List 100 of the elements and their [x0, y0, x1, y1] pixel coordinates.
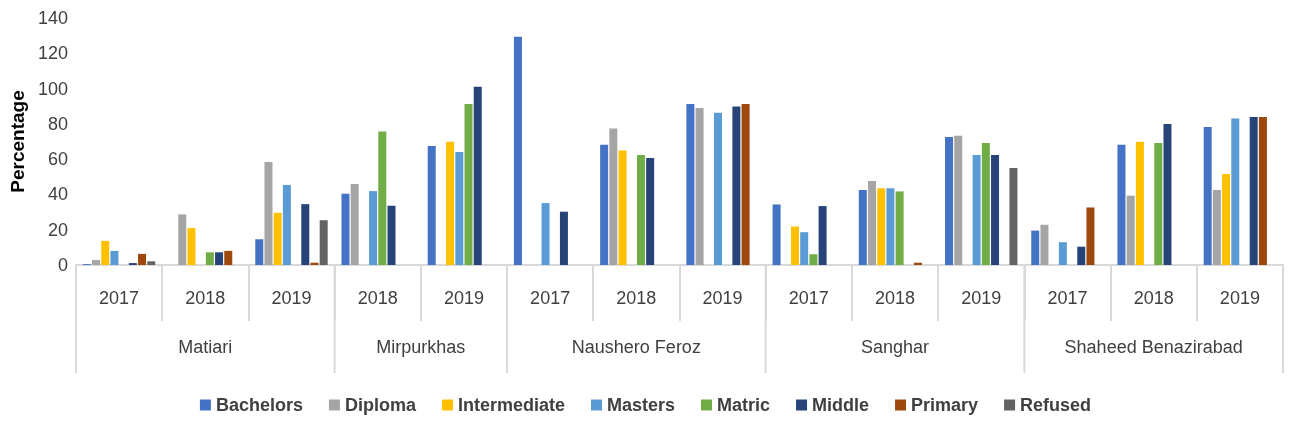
bar [378, 131, 387, 265]
y-axis-title: Percentage [7, 90, 28, 193]
bar [1009, 167, 1018, 265]
bar [954, 135, 963, 265]
bar [858, 190, 867, 265]
bar [1249, 116, 1258, 265]
bar [301, 204, 310, 265]
y-tick-label: 140 [37, 8, 68, 28]
bar [341, 193, 350, 265]
bar [981, 143, 990, 265]
bar [319, 220, 328, 265]
bar [732, 106, 741, 265]
bar [178, 214, 187, 265]
bar [991, 154, 1000, 265]
bar [1163, 124, 1172, 265]
y-tick-label: 20 [47, 219, 68, 240]
x-tick-label: 2017 [530, 288, 571, 308]
bar [972, 154, 981, 265]
text: Naushero Feroz [571, 337, 701, 357]
bar [695, 107, 704, 265]
y-tick-label: 100 [37, 78, 68, 99]
x-tick-label: 2018 [1133, 288, 1174, 308]
bar [1203, 127, 1212, 265]
x-tick-label: 2018 [357, 288, 398, 308]
y-tick-label: 60 [47, 149, 68, 170]
bar [101, 240, 110, 265]
x-tick-label: 2019 [961, 288, 1002, 308]
legend-label: Matric [717, 395, 771, 415]
bar [600, 144, 609, 265]
bar [224, 250, 233, 265]
bar [1154, 143, 1163, 265]
bar [772, 204, 781, 265]
bar [187, 228, 196, 265]
bar [1031, 230, 1040, 265]
bar [464, 103, 473, 265]
bar [541, 203, 550, 265]
bar [264, 161, 273, 265]
legend-label: Masters [606, 395, 676, 415]
bar [1135, 141, 1144, 265]
bar [282, 184, 291, 265]
legend-label: Intermediate [457, 395, 565, 415]
bar [1117, 144, 1126, 265]
bar [147, 261, 156, 265]
bar [110, 250, 119, 265]
bar [255, 239, 264, 265]
bar [92, 260, 101, 265]
bar [868, 181, 877, 265]
legend-label: Refused [1020, 395, 1092, 415]
bar [886, 188, 895, 265]
bar [1077, 246, 1086, 265]
y-tick-label: 120 [37, 43, 68, 64]
bar [350, 184, 359, 265]
bar [205, 252, 214, 265]
bar [215, 252, 224, 265]
text: Mirpurkhas [376, 337, 466, 357]
legend-label: Diploma [344, 395, 417, 415]
bar [455, 151, 464, 265]
y-tick-label: 80 [47, 113, 68, 134]
bar [790, 226, 799, 265]
bar [809, 254, 818, 265]
bar [686, 103, 695, 265]
y-tick-label: 40 [47, 184, 68, 205]
x-tick-label: 2018 [616, 288, 657, 308]
bar [609, 128, 618, 265]
y-tick-label: 0 [57, 255, 68, 275]
text: Sanghar [860, 337, 930, 357]
bar [1258, 116, 1267, 265]
bar [818, 206, 827, 265]
bar [473, 86, 482, 265]
legend-label: Bachelors [215, 395, 303, 415]
bar [618, 150, 627, 265]
bar [138, 253, 147, 265]
x-tick-label: 2018 [874, 288, 916, 308]
x-tick-label: 2017 [788, 288, 829, 308]
x-tick-label: 2017 [1047, 288, 1088, 308]
bar [273, 212, 282, 265]
bar [646, 157, 655, 265]
bar [1231, 118, 1240, 265]
bar [1040, 224, 1049, 265]
text: Shaheed Benazirabad [1064, 337, 1243, 357]
bar [559, 211, 568, 265]
bar [387, 205, 396, 265]
x-tick-label: 2019 [443, 288, 484, 308]
bar [1126, 195, 1135, 265]
legend-label: Middle [812, 395, 870, 415]
bar [446, 141, 455, 265]
bar [427, 146, 436, 265]
bar [1212, 190, 1221, 265]
bar [1222, 173, 1231, 265]
bar [895, 191, 904, 265]
bar [369, 191, 378, 265]
x-tick-label: 2018 [185, 288, 226, 308]
bar [713, 112, 722, 265]
x-tick-label: 2019 [271, 288, 312, 308]
bar [741, 103, 750, 265]
bar [513, 36, 522, 265]
x-tick-label: 2019 [1219, 288, 1260, 308]
x-tick-label: 2017 [99, 288, 140, 308]
bar [636, 154, 645, 265]
bar [800, 232, 809, 265]
